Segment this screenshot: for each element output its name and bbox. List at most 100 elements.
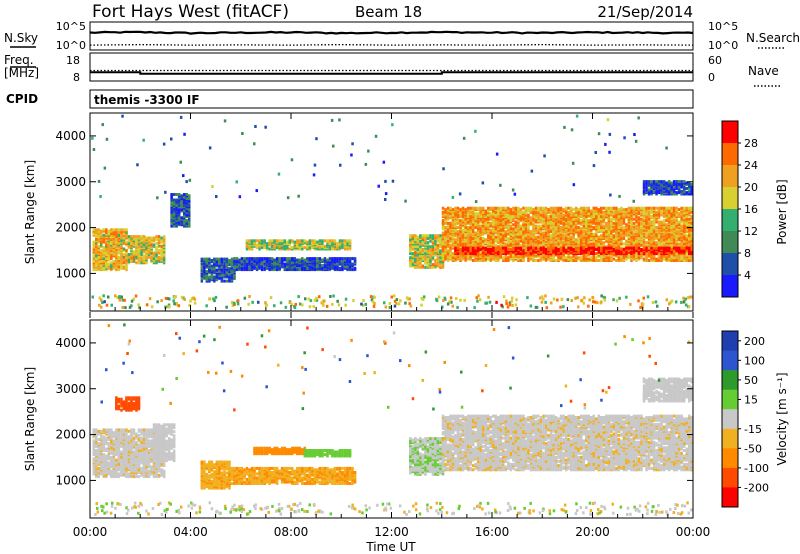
data-cell [245,257,249,261]
data-cell [429,265,432,269]
data-cell [585,242,588,246]
data-cell [557,234,560,238]
data-cell [627,230,631,234]
data-cell [519,246,523,250]
data-cell [595,256,598,260]
data-cell [532,234,535,238]
data-cell [248,265,251,269]
data-cell [600,226,603,229]
data-cell [602,228,606,232]
data-cell [579,234,583,238]
data-cell [597,208,600,212]
data-cell [499,223,502,227]
frequency-tick-bottom: 8 [73,71,80,84]
data-cell [519,208,523,212]
data-cell [524,227,528,231]
data-cell [672,241,676,245]
data-cell [632,221,636,225]
data-cell [160,257,163,261]
data-cell [479,215,482,218]
data-cell [321,244,324,248]
data-cell [532,242,535,246]
data-cell [632,206,636,210]
data-cell [466,212,470,216]
data-cell [494,243,497,247]
data-cell [645,206,648,210]
data-cell [426,264,430,268]
data-cell [529,221,533,225]
data-cell [283,244,286,248]
noise-left-tick-top: 10^5 [56,20,86,33]
data-cell [97,228,100,232]
data-cell [298,266,301,270]
data-cell [544,206,548,210]
data-cell [346,257,349,261]
data-cell [142,254,146,258]
data-cell [301,239,304,243]
data-cell [642,206,646,210]
data-cell [228,272,231,276]
data-cell [600,210,603,214]
data-cell [534,206,538,210]
data-cell [688,217,691,221]
data-cell [419,234,422,238]
data-cell [637,216,641,220]
data-cell [502,238,505,242]
data-cell [311,239,314,243]
data-cell [587,231,590,235]
data-cell [569,228,573,232]
data-cell [245,239,249,243]
data-cell [489,228,492,232]
data-cell [652,206,656,210]
data-cell [147,240,151,244]
data-cell [547,238,550,242]
data-cell [110,247,113,251]
data-cell [441,249,445,253]
data-cell [328,242,332,245]
data-cell [286,257,289,261]
data-cell [115,228,118,232]
data-cell [592,232,595,236]
data-cell [595,209,598,213]
data-cell [620,216,623,220]
data-cell [215,257,219,261]
data-cell [218,257,221,261]
data-cell [660,238,663,242]
data-cell [610,231,613,235]
data-cell [662,219,666,223]
data-cell [476,246,480,250]
data-cell [291,239,294,243]
data-cell [157,248,161,252]
data-cell [155,261,158,265]
data-cell [471,246,475,250]
data-cell [587,257,590,261]
data-cell [665,212,668,216]
data-cell [499,232,502,236]
data-cell [424,234,427,238]
data-cell [685,253,688,257]
data-cell [625,208,628,212]
data-cell [662,238,666,242]
data-cell [680,224,683,228]
data-cell [667,226,671,229]
data-cell [685,206,688,210]
data-cell [617,226,621,229]
data-cell [625,257,628,261]
data-cell [338,266,342,270]
data-cell [180,194,183,198]
data-cell [554,246,558,250]
data-cell [590,256,593,260]
data-cell [255,239,259,243]
data-cell [225,257,229,261]
noise-sky-series [89,30,694,35]
data-cell [303,239,307,243]
data-cell [539,235,543,239]
noise-search-label: N.Search [746,31,800,45]
data-cell [102,251,106,255]
data-cell [499,248,502,251]
data-cell [487,206,490,210]
data-cell [102,237,106,241]
data-cell [135,243,138,247]
data-cell [411,252,415,256]
data-cell [102,240,106,244]
